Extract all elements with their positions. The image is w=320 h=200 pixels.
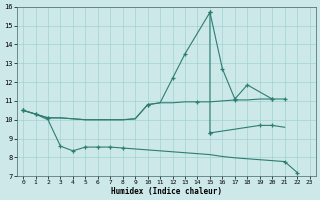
X-axis label: Humidex (Indice chaleur): Humidex (Indice chaleur) <box>111 187 222 196</box>
